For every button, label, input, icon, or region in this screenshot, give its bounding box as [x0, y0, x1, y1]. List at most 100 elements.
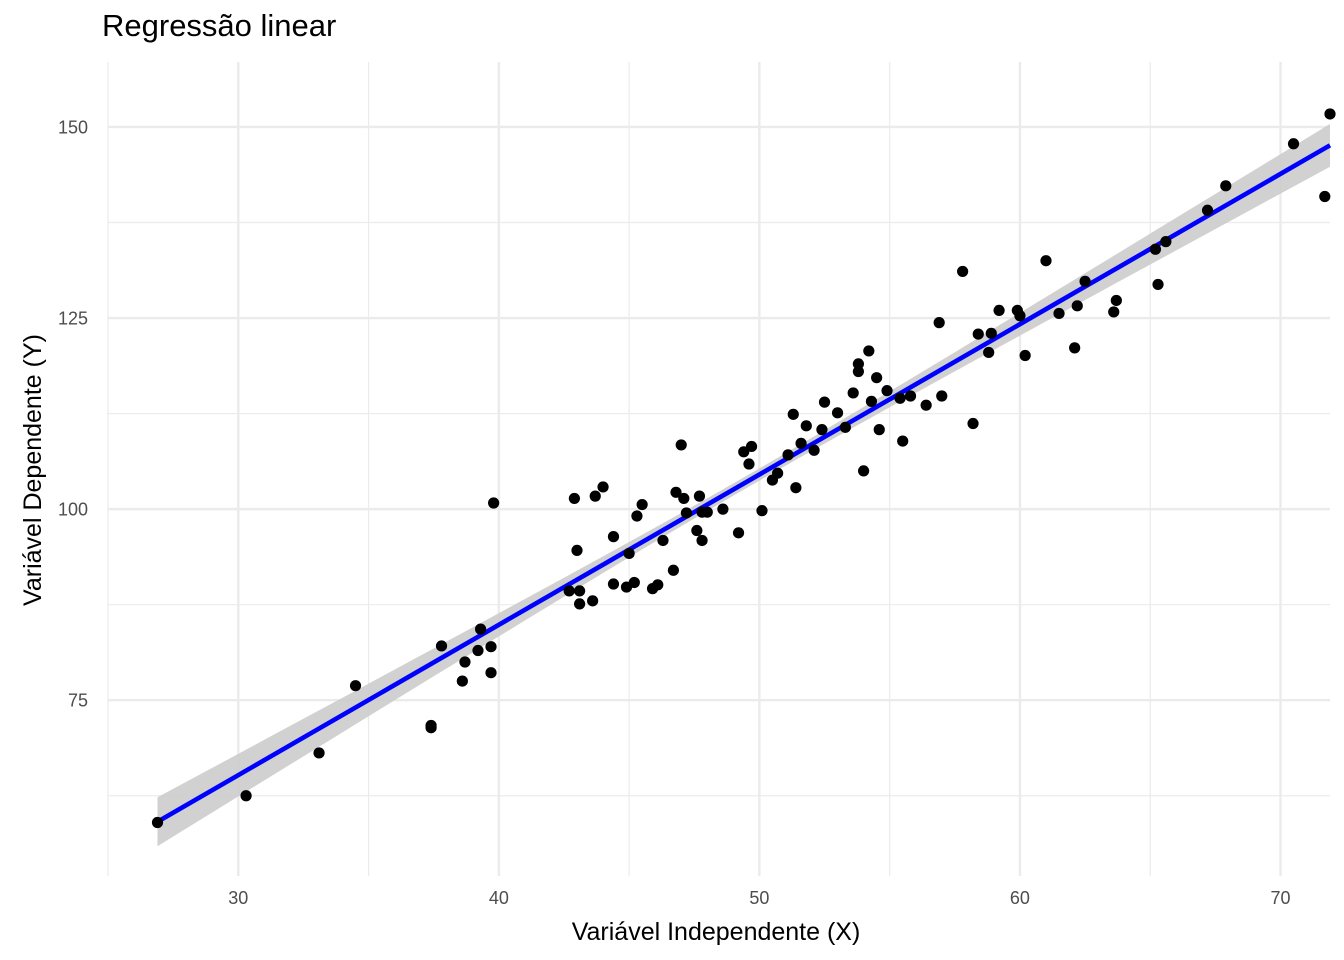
data-point — [678, 492, 690, 505]
data-point — [240, 790, 252, 802]
x-tick-label: 50 — [749, 888, 769, 908]
data-point — [852, 358, 864, 370]
data-point — [983, 346, 995, 359]
data-point — [587, 595, 599, 607]
chart-title: Regressão linear — [102, 8, 337, 43]
data-point — [756, 505, 768, 517]
data-point — [993, 304, 1005, 317]
data-point — [1287, 138, 1300, 150]
data-points — [151, 108, 1336, 829]
data-point — [894, 392, 906, 404]
y-tick-label: 125 — [58, 309, 88, 329]
x-tick-label: 60 — [1010, 888, 1030, 908]
data-point — [1040, 255, 1052, 267]
data-point — [435, 640, 448, 652]
data-point — [1220, 180, 1232, 192]
data-point — [1319, 190, 1331, 203]
regression-line — [156, 143, 1332, 824]
regression-line-group — [156, 143, 1332, 824]
data-point — [1079, 275, 1091, 287]
x-axis-ticks: 30 40 50 60 70 — [228, 888, 1290, 908]
data-point — [472, 644, 484, 657]
data-point — [670, 486, 682, 498]
y-axis-ticks: 75 100 125 150 — [58, 117, 88, 710]
data-point — [1053, 307, 1065, 320]
data-point — [652, 579, 664, 591]
data-point — [933, 317, 945, 329]
data-point — [696, 534, 708, 547]
data-point — [1071, 300, 1083, 312]
data-point — [800, 420, 812, 432]
data-point — [863, 345, 875, 357]
data-point — [701, 506, 713, 518]
x-axis-label: Variável Independente (X) — [572, 918, 861, 946]
data-point — [904, 390, 917, 402]
data-point — [795, 437, 807, 449]
data-point — [631, 510, 643, 522]
data-point — [881, 385, 893, 397]
data-point — [568, 492, 580, 505]
data-point — [563, 585, 575, 597]
data-point — [657, 534, 669, 547]
data-point — [574, 598, 586, 610]
data-point — [691, 524, 703, 537]
data-point — [485, 641, 497, 653]
y-tick-label: 150 — [58, 117, 88, 137]
data-point — [782, 449, 794, 461]
data-point — [967, 417, 979, 430]
data-point — [607, 578, 620, 590]
data-point — [1069, 342, 1081, 354]
data-point — [485, 667, 497, 679]
y-tick-label: 100 — [58, 500, 88, 520]
data-point — [897, 435, 909, 447]
data-point — [623, 547, 635, 560]
data-point — [349, 680, 362, 692]
data-point — [717, 503, 729, 515]
data-point — [858, 465, 870, 477]
data-point — [589, 490, 601, 502]
data-point — [787, 408, 799, 420]
data-point — [1324, 108, 1336, 120]
data-point — [571, 544, 583, 557]
data-point — [790, 482, 802, 494]
data-point — [313, 747, 325, 759]
data-point — [738, 446, 750, 458]
data-point — [693, 490, 706, 502]
data-point — [1160, 236, 1172, 248]
data-point — [818, 396, 831, 408]
data-point — [628, 576, 640, 589]
grid-lines — [107, 62, 1330, 876]
data-point — [574, 585, 586, 597]
data-point — [636, 498, 648, 511]
data-point — [936, 390, 948, 402]
data-point — [920, 399, 932, 411]
data-point — [680, 507, 693, 519]
x-tick-label: 40 — [489, 888, 509, 908]
data-point — [871, 372, 883, 384]
data-point — [597, 481, 609, 493]
data-point — [839, 421, 851, 433]
data-point — [675, 439, 687, 451]
data-point — [488, 497, 500, 509]
data-point — [667, 564, 680, 576]
data-point — [745, 440, 758, 453]
x-tick-label: 30 — [228, 888, 248, 908]
data-point — [816, 424, 828, 436]
data-point — [972, 328, 984, 340]
data-point — [1110, 294, 1122, 307]
data-point — [456, 675, 468, 687]
data-point — [873, 424, 885, 436]
data-point — [985, 327, 997, 339]
data-point — [607, 531, 620, 543]
data-point — [743, 458, 755, 470]
data-point — [808, 444, 820, 456]
data-point — [1152, 278, 1164, 291]
data-point — [1201, 204, 1214, 216]
y-tick-label: 75 — [68, 691, 88, 711]
data-point — [1019, 349, 1031, 362]
data-point — [474, 623, 487, 635]
data-point — [847, 387, 859, 399]
data-point — [865, 395, 878, 407]
data-point — [1014, 310, 1026, 322]
